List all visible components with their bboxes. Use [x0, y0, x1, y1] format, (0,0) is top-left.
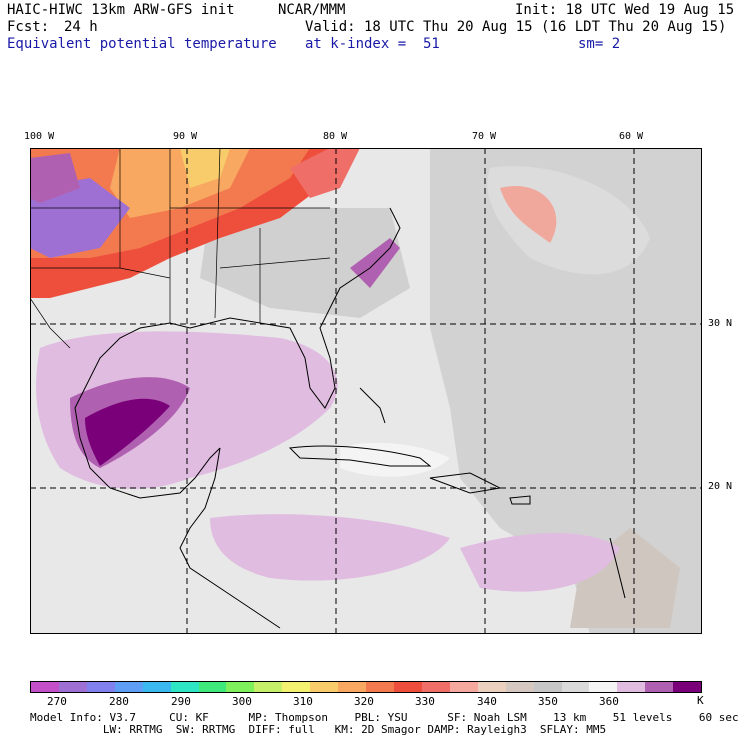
east-caribbean-lilac	[460, 533, 620, 592]
colorbar-swatch	[366, 682, 394, 692]
colorbar-swatch	[114, 682, 143, 692]
warm-band-yellow	[180, 148, 230, 188]
init-time: Init: 18 UTC Wed 19 Aug 15	[515, 2, 735, 18]
bahamas-white-patch	[340, 442, 450, 477]
map-frame	[30, 148, 702, 634]
lon-label-70w: 70 W	[472, 131, 497, 142]
colorbar-swatch	[533, 682, 562, 692]
colorbar-swatch	[589, 682, 618, 692]
colorbar-label-270: 270	[47, 695, 67, 708]
cuba-outline	[288, 445, 432, 467]
puerto-rico-outline	[509, 495, 531, 505]
lon-label-60w: 60 W	[619, 131, 644, 142]
colorbar-swatch	[338, 682, 367, 692]
atlantic-warm-patch	[500, 186, 557, 243]
warm-band-purple	[30, 178, 130, 258]
lon-label-100w: 100 W	[24, 131, 55, 142]
colorbar-swatch	[31, 682, 59, 692]
latlon-grid	[30, 148, 702, 634]
political-borders	[30, 148, 331, 349]
colorbar-swatch	[142, 682, 171, 692]
colorbar-swatch	[477, 682, 506, 692]
colorbar-swatch	[310, 682, 339, 692]
colorbar-swatch	[254, 682, 283, 692]
gulf-dark-core	[85, 398, 170, 466]
lat-label-20n: 20 N	[708, 481, 733, 492]
forecast-hour: 24 h	[64, 19, 98, 35]
field-name: Equivalent potential temperature	[7, 36, 277, 52]
us-mexico-border	[30, 297, 71, 349]
organization-label: NCAR/MMM	[278, 2, 346, 18]
colorbar-label-330: 330	[415, 695, 435, 708]
colorbar-swatch	[673, 682, 702, 692]
colorbar-swatch	[617, 682, 646, 692]
southeast-us-grey	[200, 208, 410, 318]
level-index: at k-index = 51	[305, 36, 440, 52]
colorbar-swatch	[505, 682, 534, 692]
colorbar-swatch	[282, 682, 311, 692]
theta-e-map	[30, 148, 702, 634]
colorbar-swatch	[58, 682, 87, 692]
colorbar-label-290: 290	[171, 695, 191, 708]
colorbar-swatch	[645, 682, 674, 692]
border-3	[214, 148, 221, 319]
smoothing-label: sm= 2	[578, 36, 621, 52]
colorbar-label-300: 300	[232, 695, 252, 708]
border-7	[119, 267, 171, 279]
colorbar-swatch	[449, 682, 478, 692]
warm-band-magenta	[30, 153, 80, 203]
colorbar-swatch	[393, 682, 422, 692]
valid-time: Valid: 18 UTC Thu 20 Aug 15 (16 LDT Thu …	[305, 19, 727, 35]
colorbar-swatch	[226, 682, 255, 692]
model-title: HAIC-HIWC 13km ARW-GFS init	[7, 2, 235, 18]
colorbar-swatch	[86, 682, 115, 692]
colorbar	[30, 681, 702, 693]
southeast-tan-region	[570, 528, 680, 628]
lon-label-90w: 90 W	[173, 131, 198, 142]
colorbar-label-310: 310	[293, 695, 313, 708]
lon-label-80w: 80 W	[323, 131, 348, 142]
colorbar-swatch	[421, 682, 450, 692]
model-info-line2: LW: RRTMG SW: RRTMG DIFF: full KM: 2D Sm…	[30, 723, 607, 736]
border-9	[219, 257, 331, 269]
colorbar-label-350: 350	[538, 695, 558, 708]
colorbar-unit: K	[697, 694, 704, 707]
colorbar-label-280: 280	[109, 695, 129, 708]
colorbar-label-360: 360	[599, 695, 619, 708]
forecast-label: Fcst:	[7, 19, 50, 35]
colorbar-swatch	[198, 682, 227, 692]
colorbar-label-340: 340	[477, 695, 497, 708]
lesser-antilles	[609, 537, 626, 599]
caribbean-lilac-region	[210, 514, 450, 581]
colorbar-swatch	[561, 682, 590, 692]
bahamas-chain	[359, 387, 386, 424]
colorbar-label-320: 320	[354, 695, 374, 708]
warm-band-pink	[290, 148, 360, 198]
model-info-line1: Model Info: V3.7 CU: KF MP: Thompson PBL…	[30, 711, 739, 724]
colorbar-swatch	[170, 682, 199, 692]
lat-label-30n: 30 N	[708, 318, 733, 329]
